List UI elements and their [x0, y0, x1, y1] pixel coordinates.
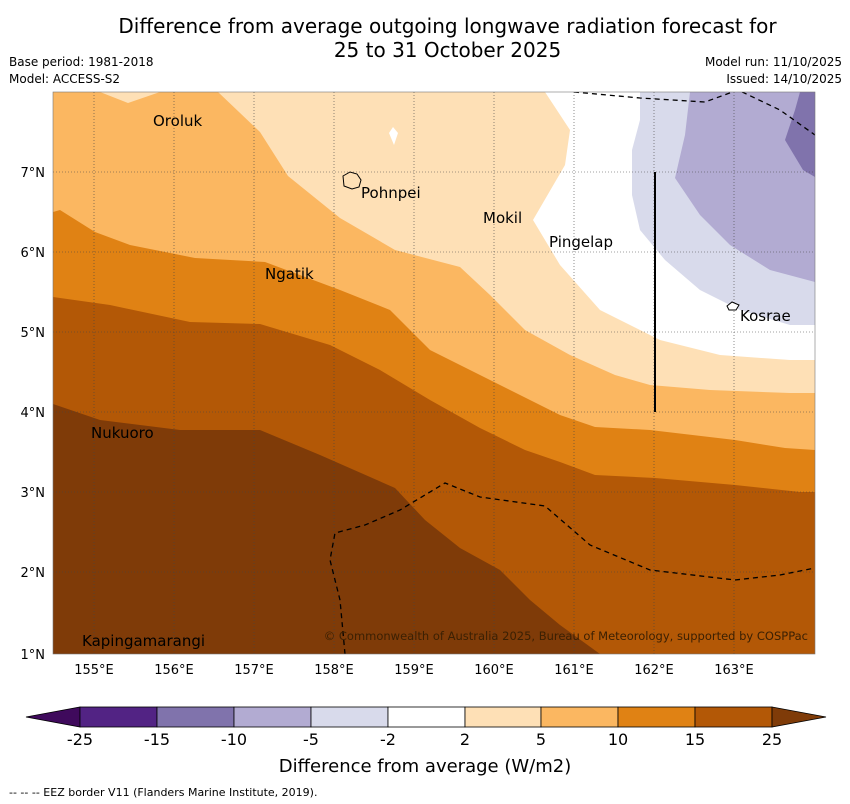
cb-tick: 25 — [762, 730, 782, 749]
cb-tick: -5 — [303, 730, 319, 749]
footnote: -- -- -- EEZ border V11 (Flanders Marine… — [9, 786, 318, 799]
cb-tick: -25 — [67, 730, 93, 749]
lon-tick: 156°E — [154, 663, 194, 678]
band-p25 — [53, 404, 600, 654]
white-patch — [389, 127, 398, 145]
place-mokil: Mokil — [483, 209, 522, 227]
map-title: Difference from average outgoing longwav… — [0, 14, 850, 62]
lon-tick: 160°E — [474, 663, 514, 678]
cb-tick: 15 — [685, 730, 705, 749]
cb-tick: 10 — [608, 730, 628, 749]
place-pingelap: Pingelap — [549, 233, 613, 251]
lon-tick: 163°E — [714, 663, 754, 678]
cb-box — [617, 706, 696, 728]
lat-tick: 6°N — [21, 246, 46, 261]
eez-north — [573, 92, 815, 136]
lat-tick: 2°N — [21, 566, 46, 581]
base-period: Base period: 1981-2018 — [9, 55, 154, 69]
colorbar-label: Difference from average (W/m2) — [279, 756, 571, 777]
place-nukuoro: Nukuoro — [91, 424, 154, 442]
map-frame — [52, 91, 816, 655]
cb-tick: -10 — [221, 730, 247, 749]
cb-tick: 5 — [536, 730, 546, 749]
cb-tick: -2 — [380, 730, 396, 749]
lat-tick: 5°N — [21, 326, 46, 341]
cb-box — [233, 706, 312, 728]
band-p5-top — [100, 92, 160, 103]
place-kosrae: Kosrae — [740, 307, 791, 325]
cb-box — [156, 706, 235, 728]
meta-left: Base period: 1981-2018 Model: ACCESS-S2 — [9, 54, 154, 88]
model-run: Model run: 11/10/2025 — [704, 55, 842, 69]
eez-south — [329, 482, 815, 654]
lat-tick: 7°N — [21, 166, 46, 181]
cb-box — [387, 706, 466, 728]
colorbar-ticks: -25 -15 -10 -5 -2 2 5 10 15 25 — [67, 730, 782, 749]
title-line-2: 25 to 31 October 2025 — [333, 38, 562, 62]
copyright-text: © Commonwealth of Australia 2025, Bureau… — [324, 629, 808, 643]
lat-tick: 3°N — [21, 486, 46, 501]
map-area: Oroluk Pohnpei Mokil Pingelap Ngatik Kos… — [53, 92, 815, 654]
cb-tick: -15 — [144, 730, 170, 749]
lon-tick: 155°E — [74, 663, 114, 678]
lat-tick: 1°N — [21, 648, 46, 663]
issued-date: Issued: 14/10/2025 — [726, 72, 842, 86]
cb-arrow-left — [25, 706, 81, 728]
eez-borders — [329, 92, 815, 654]
place-kapingamarangi: Kapingamarangi — [82, 632, 205, 650]
pohnpei-island — [342, 171, 362, 190]
colorbar — [25, 706, 827, 728]
lon-tick: 159°E — [394, 663, 434, 678]
kosrae-island — [726, 301, 740, 311]
cb-box — [310, 706, 389, 728]
band-neg10 — [675, 92, 815, 282]
lon-ticks: 155°E 156°E 157°E 158°E 159°E 160°E 161°… — [74, 663, 754, 678]
model-name: Model: ACCESS-S2 — [9, 72, 121, 86]
lat-ticks: 7°N 6°N 5°N 4°N 3°N 2°N 1°N — [21, 166, 46, 663]
cb-box — [694, 706, 773, 728]
place-ngatik: Ngatik — [265, 265, 314, 283]
lon-tick: 157°E — [234, 663, 274, 678]
cb-box — [79, 706, 158, 728]
cb-box — [540, 706, 619, 728]
lon-tick: 158°E — [314, 663, 354, 678]
cb-box — [464, 706, 542, 728]
band-neg15 — [785, 92, 815, 177]
cb-tick: 2 — [460, 730, 470, 749]
cb-arrow-right — [771, 706, 827, 728]
title-line-1: Difference from average outgoing longwav… — [118, 14, 777, 38]
place-pohnpei: Pohnpei — [361, 184, 421, 202]
lon-tick: 162°E — [634, 663, 674, 678]
graticule — [53, 92, 815, 654]
lon-tick: 161°E — [554, 663, 594, 678]
lat-tick: 4°N — [21, 406, 46, 421]
meta-right: Model run: 11/10/2025 Issued: 14/10/2025 — [705, 54, 842, 88]
place-oroluk: Oroluk — [153, 112, 202, 130]
